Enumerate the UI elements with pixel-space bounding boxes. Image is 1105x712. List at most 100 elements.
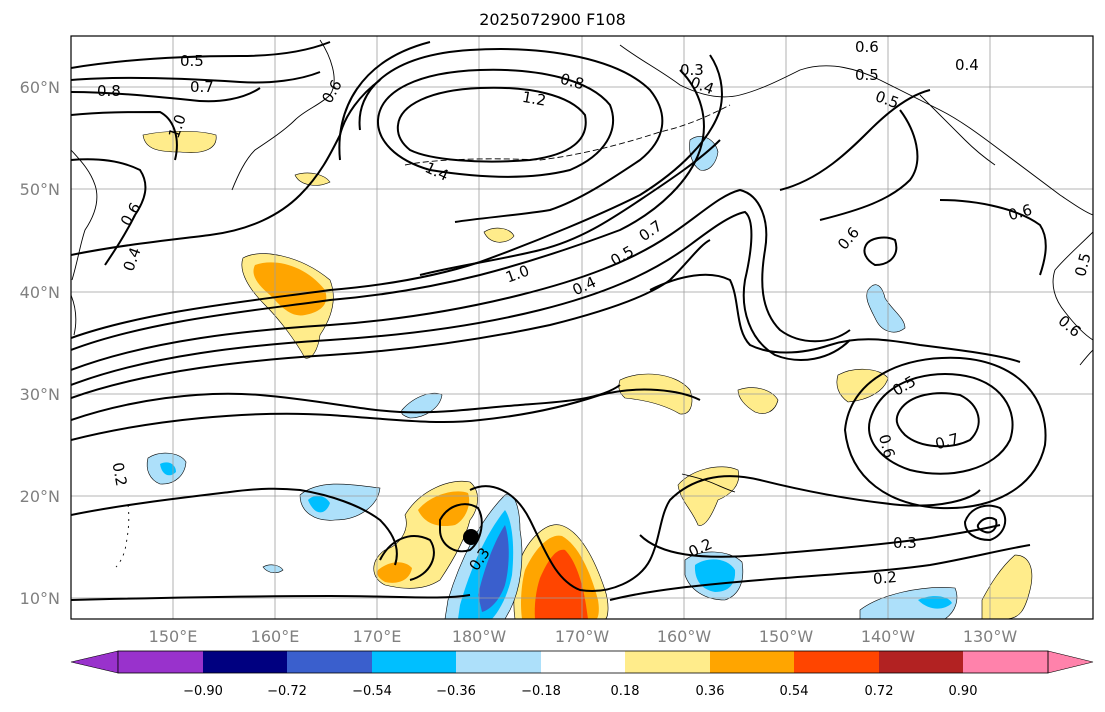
contour-line <box>71 79 381 256</box>
colorbar-tick-label: 0.72 <box>865 684 894 699</box>
contour-line <box>396 86 587 163</box>
contour-label: 0.8 <box>97 82 121 100</box>
colorbar-segment <box>963 651 1048 673</box>
contour-line <box>71 388 701 441</box>
contour-line <box>71 41 331 69</box>
colorbar-segment <box>203 651 287 673</box>
lon-tick-label: 160°W <box>657 627 712 646</box>
contour-label: 1.2 <box>521 88 548 110</box>
contour-line <box>376 68 615 178</box>
lat-tick-labels: 60°N 50°N 40°N 30°N 20°N 10°N <box>20 78 60 608</box>
contour-line <box>419 139 721 276</box>
contour-line <box>609 544 1031 601</box>
contour-line <box>71 110 178 161</box>
contour-label: 0.3 <box>680 61 704 79</box>
lat-tick-label: 40°N <box>20 283 60 302</box>
contour-line <box>71 71 321 84</box>
contour-label: 0.6 <box>855 38 879 56</box>
storm-center-marker <box>463 529 479 545</box>
contour-line <box>71 210 851 386</box>
lat-tick-label: 20°N <box>20 487 60 506</box>
contour-line <box>469 475 981 592</box>
anomaly-negative-core <box>308 495 330 513</box>
contour-label: 0.2 <box>872 568 897 588</box>
contour-line <box>819 109 919 221</box>
coastline-hawaii <box>681 473 736 493</box>
contour-label: 0.6 <box>875 432 899 460</box>
contour-line <box>939 199 1047 276</box>
map-title: 2025072900 F108 <box>479 10 626 29</box>
contour-label: 0.7 <box>933 430 961 454</box>
contour-line <box>895 392 980 448</box>
contour-line <box>843 356 1047 510</box>
colorbar-outline <box>117 650 1049 674</box>
lon-tick-label: 150°W <box>759 627 814 646</box>
contour-label: 0.5 <box>855 66 879 84</box>
colorbar-segment <box>710 651 794 673</box>
lat-tick-label: 30°N <box>20 385 60 404</box>
map-frame <box>70 35 1094 620</box>
contour-label: 0.2 <box>109 461 131 488</box>
lat-tick-label: 50°N <box>20 180 60 199</box>
colorbar-tick-label: −0.18 <box>521 684 561 699</box>
contour-line <box>439 503 483 553</box>
anomaly-strong-negative <box>478 525 509 612</box>
contour-label: 0.5 <box>180 52 204 70</box>
colorbar-segment <box>879 651 963 673</box>
contour-line <box>358 48 664 223</box>
anomaly-negative-region <box>866 284 906 333</box>
anomaly-negative-region <box>859 587 958 619</box>
contour-line <box>779 89 931 191</box>
coastline-asia-west <box>71 294 77 336</box>
contour-line <box>649 273 1021 363</box>
anomaly-positive-region <box>142 130 217 153</box>
lon-tick-label: 160°E <box>251 627 300 646</box>
contour-line <box>379 535 435 581</box>
anomaly-negative-core <box>160 462 176 476</box>
contour-line <box>71 188 851 371</box>
coastline-aleutians <box>404 104 731 166</box>
colorbar-tick-label: −0.72 <box>267 684 307 699</box>
contour-line <box>71 239 711 399</box>
coastline-north-america <box>1052 231 1093 341</box>
contour-line <box>71 87 261 103</box>
lon-tick-label: 170°W <box>555 627 610 646</box>
colorbar-tick-label: −0.90 <box>183 684 223 699</box>
lon-tick-label: 150°E <box>149 627 198 646</box>
contour-label: 0.6 <box>1006 201 1034 225</box>
contour-label: 0.7 <box>190 78 214 96</box>
lon-tick-label: 170°E <box>353 627 402 646</box>
contour-line <box>71 594 471 601</box>
coastline-baja <box>1079 349 1093 366</box>
anomaly-strong-positive <box>534 549 588 619</box>
contour-line <box>71 54 723 339</box>
contour-line <box>71 487 398 566</box>
colorbar-tick-label: −0.54 <box>352 684 392 699</box>
anomaly-positive-core <box>418 491 470 527</box>
colorbar-extend-high <box>1047 650 1094 674</box>
anomaly-positive-region <box>483 227 515 243</box>
contour-lines <box>71 41 1047 601</box>
colorbar-segment <box>372 651 456 673</box>
colorbar-segment <box>541 651 625 673</box>
anomaly-positive-region <box>981 554 1033 619</box>
contour-line <box>71 384 621 421</box>
colorbar-segment <box>794 651 879 673</box>
anomaly-negative-region <box>262 564 284 573</box>
colorbar-tick-label: 0.36 <box>696 684 725 699</box>
colorbar-tick-label: 0.90 <box>949 684 978 699</box>
contour-line <box>338 41 431 161</box>
lat-tick-label: 60°N <box>20 78 60 97</box>
colorbar-segment <box>118 651 203 673</box>
colorbar-tick-label: 0.54 <box>780 684 809 699</box>
colorbar: −0.90 −0.72 −0.54 −0.36 −0.18 0.18 0.36 … <box>70 650 1094 699</box>
contour-line <box>71 69 705 351</box>
contour-line <box>868 373 1014 475</box>
lat-tick-label: 10°N <box>20 589 60 608</box>
contour-label: 0.3 <box>893 534 917 552</box>
lon-tick-label: 130°W <box>963 627 1018 646</box>
colorbar-segment <box>456 651 541 673</box>
colorbar-tick-label: −0.36 <box>436 684 476 699</box>
colorbar-tick-label: 0.18 <box>611 684 640 699</box>
